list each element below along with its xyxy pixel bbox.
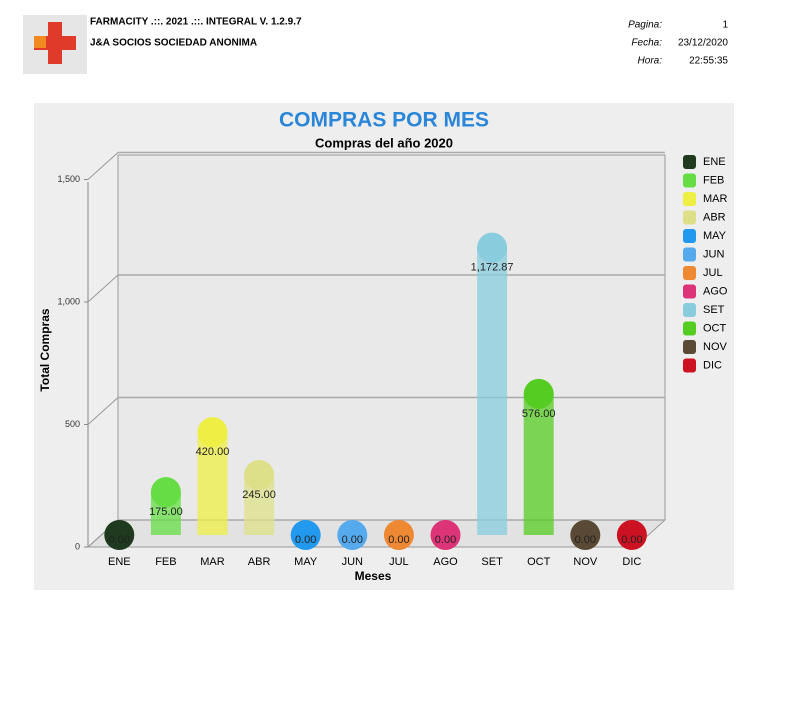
x-tick-label: JUN [342, 556, 363, 568]
value-label: 0.00 [435, 534, 456, 546]
bar-top [383, 520, 414, 550]
bar-top [197, 417, 228, 448]
chart-title: COMPRAS POR MES [279, 109, 489, 132]
bar-top [244, 459, 275, 490]
legend-label: DIC [703, 359, 722, 371]
y-tick-label: 1,000 [57, 296, 80, 306]
legend-label: AGO [703, 285, 728, 297]
legend-swatch [683, 321, 696, 336]
x-tick-label: SET [481, 556, 503, 568]
legend-swatch [683, 303, 696, 317]
value-label: 0.00 [295, 534, 316, 546]
logo [23, 15, 87, 74]
legend-label: OCT [703, 322, 727, 334]
info-label: Pagina: [628, 20, 662, 31]
chart-subtitle: Compras del año 2020 [315, 135, 453, 150]
legend-label: NOV [703, 341, 728, 353]
legend-label: ABR [703, 211, 726, 223]
legend-swatch [683, 358, 696, 373]
info-value: 22:55:35 [689, 56, 728, 67]
legend-swatch [683, 210, 696, 225]
x-tick-label: DIC [622, 556, 641, 568]
x-tick-label: OCT [527, 556, 551, 568]
value-label: 0.00 [109, 534, 130, 546]
x-tick-label: MAR [200, 556, 225, 568]
y-axis-label: Total Compras [38, 308, 52, 391]
value-label: 0.00 [621, 534, 642, 546]
value-label: 0.00 [575, 534, 596, 546]
info-label: Fecha: [631, 38, 662, 49]
value-label: 245.00 [242, 489, 276, 501]
legend-swatch [683, 340, 696, 354]
legend-swatch [683, 266, 696, 280]
info-label: Hora: [638, 56, 663, 67]
report-info: Pagina: 1 Fecha: 23/12/2020 Hora: 22:55:35 [628, 20, 728, 67]
bar-top [290, 520, 321, 550]
legend-label: ENE [703, 156, 726, 168]
legend-label: MAY [703, 230, 727, 242]
value-label: 175.00 [149, 506, 183, 518]
value-label: 420.00 [196, 446, 230, 458]
report-title: FARMACITY .::. 2021 .::. INTEGRAL V. 1.2… [90, 17, 302, 28]
bar-top [523, 378, 554, 409]
legend-label: MAR [703, 193, 728, 205]
y-tick-label: 500 [65, 419, 80, 429]
bar-top [150, 477, 181, 508]
value-label: 0.00 [342, 534, 363, 546]
legend-swatch [683, 173, 696, 188]
legend-swatch [683, 284, 696, 299]
info-value: 23/12/2020 [678, 38, 728, 49]
x-tick-label: MAY [294, 556, 318, 568]
x-axis-label: Meses [355, 569, 392, 583]
grid-line [87, 152, 119, 180]
value-label: 1,172.87 [471, 262, 514, 274]
bar [477, 247, 508, 535]
x-tick-label: ENE [108, 556, 131, 568]
value-label: 576.00 [522, 408, 556, 420]
x-tick-label: NOV [573, 556, 598, 568]
bar-top [104, 520, 135, 550]
x-tick-label: AGO [433, 556, 458, 568]
y-tick-label: 0 [75, 541, 80, 551]
x-tick-label: JUL [389, 556, 409, 568]
legend-swatch [683, 192, 696, 206]
legend-swatch [683, 229, 696, 243]
bar-top [570, 520, 601, 550]
x-tick-label: ABR [248, 556, 271, 568]
bar-top [616, 520, 647, 550]
bar-top [430, 520, 461, 550]
grid-line [87, 397, 119, 425]
info-value: 1 [722, 20, 728, 31]
company-name: J&A SOCIOS SOCIEDAD ANONIMA [90, 38, 257, 49]
legend-label: JUN [703, 248, 724, 260]
bar [197, 432, 228, 535]
bar [523, 393, 554, 535]
legend-swatch [683, 247, 696, 262]
bar-top [337, 520, 368, 550]
legend-label: JUL [703, 267, 723, 279]
legend-label: FEB [703, 174, 724, 186]
bar-top [477, 232, 508, 263]
value-label: 0.00 [388, 534, 409, 546]
grid-line [87, 274, 119, 303]
y-tick-label: 1,500 [57, 174, 80, 184]
legend-label: SET [703, 304, 725, 316]
x-tick-label: FEB [155, 556, 176, 568]
legend-swatch [683, 155, 696, 169]
